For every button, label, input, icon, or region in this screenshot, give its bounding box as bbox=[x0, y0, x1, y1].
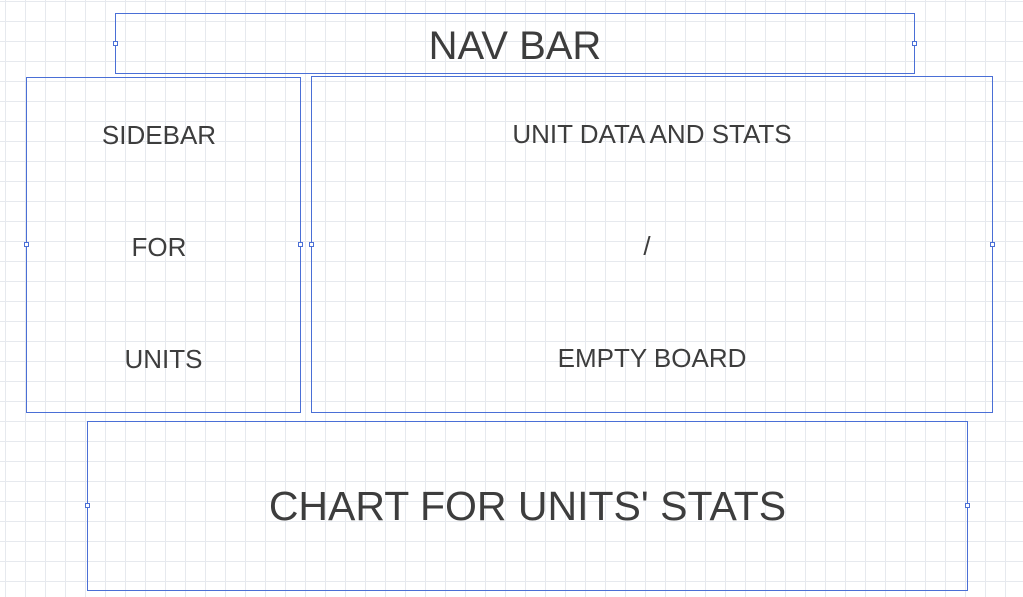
sidebar-label-line: FOR bbox=[131, 232, 187, 262]
main-panel-label-line: UNIT DATA AND STATS bbox=[512, 119, 792, 149]
main-panel-box[interactable]: UNIT DATA AND STATS / EMPTY BOARD bbox=[309, 76, 995, 413]
resize-handle-left[interactable] bbox=[24, 242, 29, 247]
chart-panel-label: CHART FOR UNITS' STATS bbox=[268, 483, 787, 529]
sidebar-label-line: UNITS bbox=[124, 344, 203, 374]
main-panel-label-line: EMPTY BOARD bbox=[557, 343, 747, 373]
resize-handle-right[interactable] bbox=[298, 242, 303, 247]
sidebar-label-line: SIDEBAR bbox=[101, 120, 217, 150]
resize-handle-left[interactable] bbox=[85, 503, 90, 508]
resize-handle-right[interactable] bbox=[965, 503, 970, 508]
resize-handle-right[interactable] bbox=[912, 40, 917, 46]
nav-bar-label: NAV BAR bbox=[428, 24, 602, 68]
sidebar-box[interactable]: SIDEBAR FOR UNITS bbox=[24, 77, 303, 413]
chart-panel-box[interactable]: CHART FOR UNITS' STATS bbox=[85, 421, 970, 591]
nav-bar-box[interactable]: NAV BAR bbox=[113, 13, 917, 74]
resize-handle-right[interactable] bbox=[990, 241, 995, 247]
main-panel-label-line: / bbox=[643, 231, 651, 261]
resize-handle-left[interactable] bbox=[113, 40, 118, 46]
resize-handle-left[interactable] bbox=[309, 241, 314, 247]
